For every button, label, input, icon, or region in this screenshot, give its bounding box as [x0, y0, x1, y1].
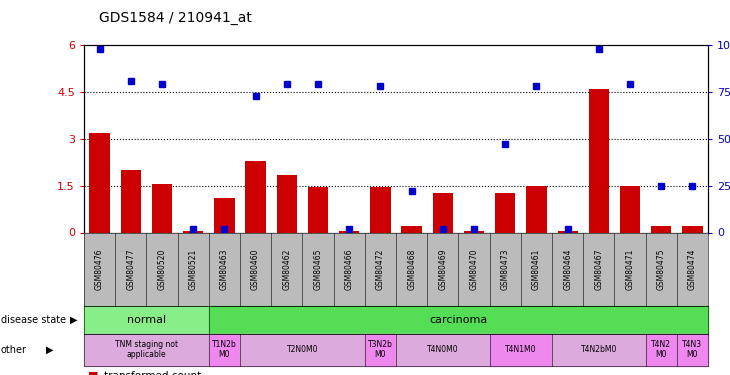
- Text: TNM staging not
applicable: TNM staging not applicable: [115, 340, 178, 359]
- Bar: [120, 170, 141, 232]
- Bar: [526, 186, 547, 232]
- Bar: [183, 231, 204, 232]
- Bar: [370, 187, 391, 232]
- Text: transformed count: transformed count: [104, 371, 201, 375]
- Bar: [464, 231, 484, 232]
- Bar: [402, 226, 422, 232]
- Text: carcinoma: carcinoma: [429, 315, 488, 325]
- Bar: [89, 132, 110, 232]
- Text: GSM80473: GSM80473: [501, 248, 510, 290]
- Text: GSM80461: GSM80461: [532, 248, 541, 290]
- Text: GSM80463: GSM80463: [220, 248, 229, 290]
- Text: GDS1584 / 210941_at: GDS1584 / 210941_at: [99, 11, 251, 25]
- Text: other: other: [1, 345, 27, 355]
- Text: GSM80472: GSM80472: [376, 248, 385, 290]
- Bar: [214, 198, 234, 232]
- Text: T4N2
M0: T4N2 M0: [651, 340, 672, 359]
- Text: GSM80462: GSM80462: [283, 248, 291, 290]
- Bar: [152, 184, 172, 232]
- Bar: [308, 187, 328, 232]
- Text: ▶: ▶: [46, 345, 53, 355]
- Text: GSM80469: GSM80469: [438, 248, 447, 290]
- Text: GSM80520: GSM80520: [158, 248, 166, 290]
- Text: T1N2b
M0: T1N2b M0: [212, 340, 237, 359]
- Text: T4N2bM0: T4N2bM0: [580, 345, 617, 354]
- Text: GSM80467: GSM80467: [594, 248, 604, 290]
- Text: T4N0M0: T4N0M0: [427, 345, 458, 354]
- Text: GSM80465: GSM80465: [313, 248, 323, 290]
- Bar: [277, 175, 297, 232]
- Text: disease state: disease state: [1, 315, 66, 325]
- Text: GSM80475: GSM80475: [657, 248, 666, 290]
- Text: GSM80471: GSM80471: [626, 248, 634, 290]
- Text: GSM80468: GSM80468: [407, 248, 416, 290]
- Text: GSM80470: GSM80470: [469, 248, 479, 290]
- Bar: [588, 89, 609, 232]
- Bar: [245, 160, 266, 232]
- Text: GSM80521: GSM80521: [188, 249, 198, 290]
- Text: GSM80476: GSM80476: [95, 248, 104, 290]
- Text: T2N0M0: T2N0M0: [287, 345, 318, 354]
- Text: GSM80477: GSM80477: [126, 248, 135, 290]
- Text: T4N1M0: T4N1M0: [505, 345, 537, 354]
- Text: ■: ■: [88, 371, 98, 375]
- Bar: [495, 194, 515, 232]
- Bar: [433, 194, 453, 232]
- Bar: [339, 231, 359, 232]
- Text: GSM80466: GSM80466: [345, 248, 354, 290]
- Text: ▶: ▶: [70, 315, 77, 325]
- Text: GSM80464: GSM80464: [563, 248, 572, 290]
- Text: T3N2b
M0: T3N2b M0: [368, 340, 393, 359]
- Bar: [558, 231, 578, 232]
- Bar: [620, 186, 640, 232]
- Text: normal: normal: [127, 315, 166, 325]
- Text: GSM80474: GSM80474: [688, 248, 697, 290]
- Bar: [683, 226, 703, 232]
- Text: T4N3
M0: T4N3 M0: [683, 340, 702, 359]
- Bar: [651, 226, 672, 232]
- Text: GSM80460: GSM80460: [251, 248, 260, 290]
